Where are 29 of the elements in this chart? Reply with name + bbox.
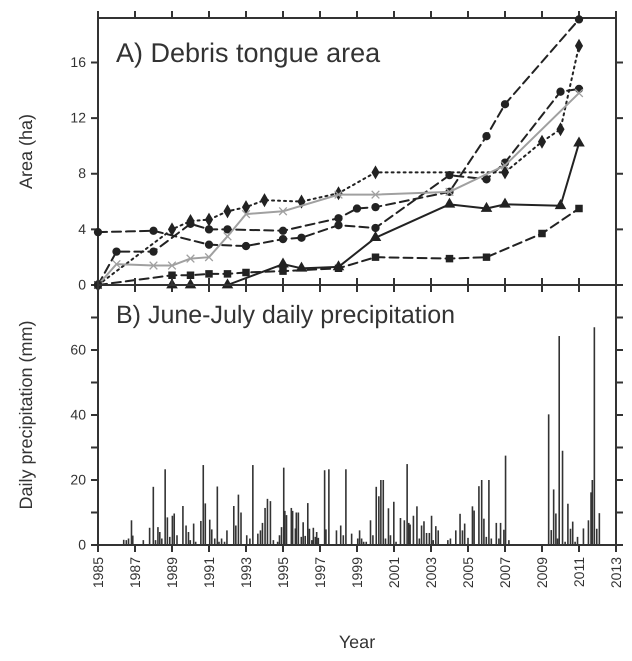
x-tick-label: 2011 <box>570 556 587 588</box>
x-tick-label: 2005 <box>460 556 476 588</box>
x-tick-label: 1987 <box>126 556 143 588</box>
x-tick-label: 1989 <box>164 556 180 588</box>
x-tick-label: 2001 <box>386 556 402 588</box>
x-tick-label: 1993 <box>238 556 254 588</box>
x-tick-label: 2003 <box>422 556 439 588</box>
text: B) June-July daily precipitation <box>116 301 456 329</box>
y-tick-label: 16 <box>70 54 86 70</box>
y-tick-label: 40 <box>70 406 86 422</box>
x-tick-label: 1985 <box>90 556 106 588</box>
y-tick-label: 20 <box>70 471 86 488</box>
x-axis-title: Year <box>338 632 376 652</box>
y-axis-title: Area (ha) <box>16 114 36 190</box>
x-tick-label: 1997 <box>312 556 328 588</box>
y-tick-label: 4 <box>78 220 86 237</box>
y-tick-label: 0 <box>78 536 86 552</box>
x-tick-label: 1991 <box>200 556 217 588</box>
y-axis-title: Daily precipitation (mm) <box>16 320 36 510</box>
x-tick-label: 2009 <box>534 556 550 588</box>
y-tick-label: 8 <box>78 165 86 182</box>
text: A) Debris tongue area <box>116 38 382 68</box>
x-tick-label: 1999 <box>348 556 365 588</box>
y-tick-label: 0 <box>78 276 86 292</box>
x-tick-label: 2013 <box>608 556 624 588</box>
x-tick-label: 1995 <box>274 556 291 588</box>
y-tick-label: 60 <box>70 341 86 358</box>
y-tick-label: 12 <box>70 110 86 126</box>
x-tick-label: 2007 <box>496 556 513 588</box>
